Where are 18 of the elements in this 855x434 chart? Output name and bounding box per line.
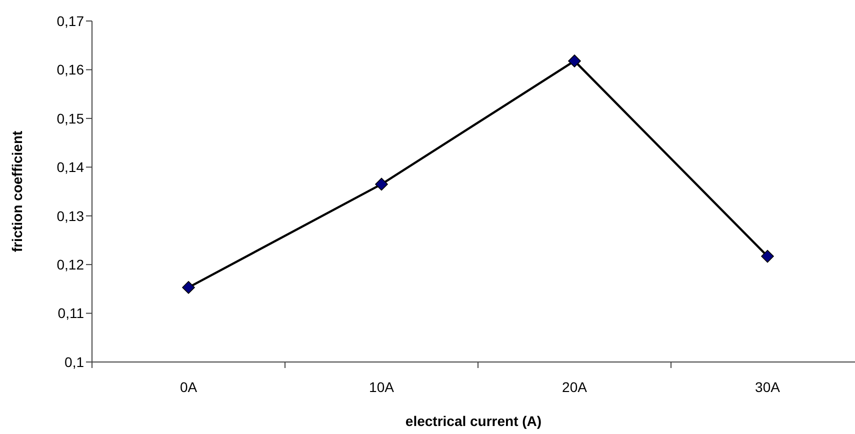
x-tick-label: 0A — [180, 379, 198, 395]
y-tick-label: 0,15 — [56, 110, 84, 126]
y-axis-title: friction coefficient — [9, 130, 25, 252]
point — [761, 250, 774, 263]
y-tick-label: 0,13 — [56, 208, 84, 224]
point — [568, 54, 581, 68]
point — [182, 281, 195, 294]
x-tick-label: 10A — [369, 379, 395, 395]
y-tick-label: 0,17 — [56, 12, 84, 29]
y-tick-label: 0,11 — [58, 305, 84, 322]
y-tick-label: 0,16 — [56, 62, 84, 78]
x-tick-label: 20A — [562, 379, 588, 395]
y-tick-label: 0,1 — [64, 354, 84, 370]
x-tick-label: 30A — [755, 379, 781, 395]
point — [375, 178, 388, 191]
x-axis-title: electrical current (A) — [405, 413, 542, 429]
y-tick-label: 0,12 — [56, 256, 84, 272]
y-tick-label: 0,14 — [56, 159, 84, 176]
